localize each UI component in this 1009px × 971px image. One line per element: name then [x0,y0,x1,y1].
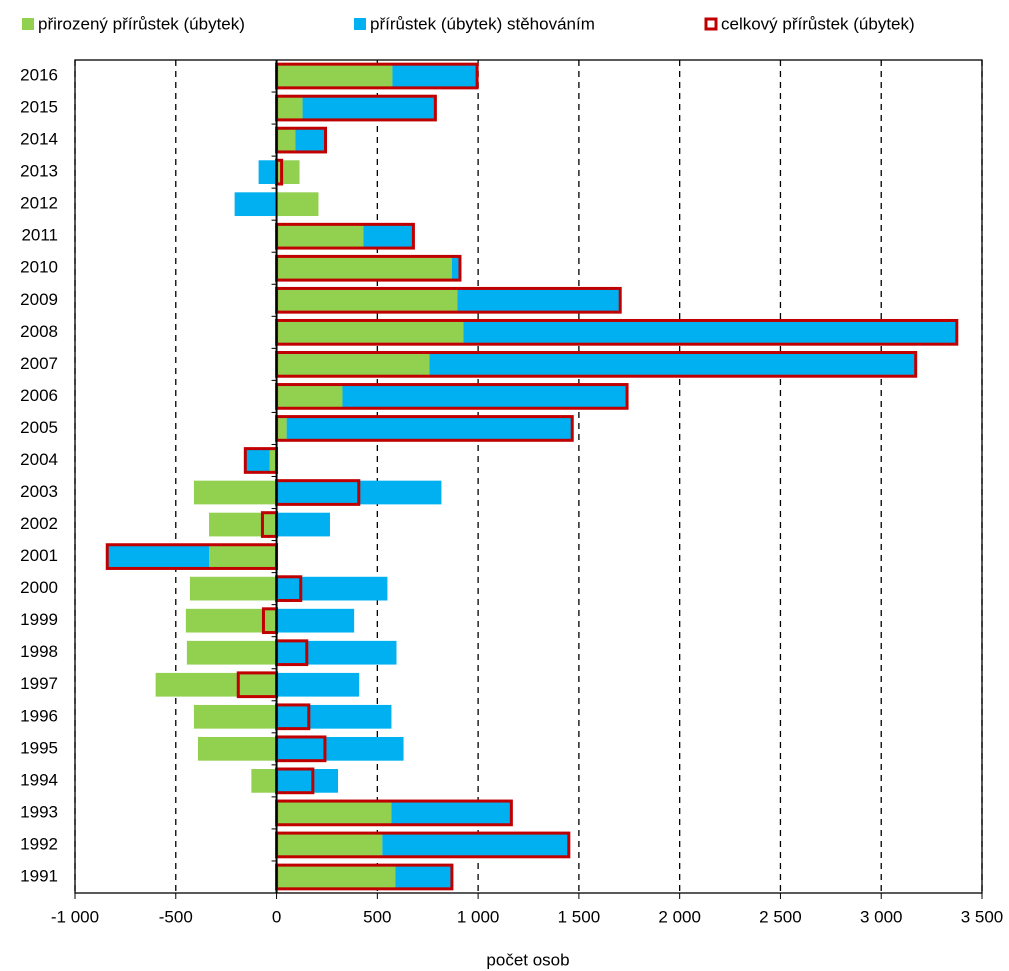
y-tick-label: 1999 [20,610,58,629]
y-tick-label: 2013 [20,162,58,181]
bar [276,801,392,825]
x-tick-label: 0 [272,907,281,926]
bar [276,224,364,249]
bar [392,64,478,88]
y-tick-label: 1994 [20,770,58,789]
bar [286,416,573,441]
y-tick-label: 2003 [20,482,58,501]
bar [276,736,404,761]
y-tick-label: 2006 [20,386,58,405]
legend-label: přírůstek (úbytek) stěhováním [370,14,595,33]
y-tick-label: 2016 [20,66,58,85]
y-tick-label: 1998 [20,642,58,661]
bar [276,320,464,345]
x-tick-label: 500 [363,907,391,926]
bar [451,256,460,281]
y-tick-label: 2014 [20,130,58,149]
x-tick-label: 1 000 [457,907,500,926]
bar [363,224,414,249]
bar [107,544,210,569]
bar [276,640,397,665]
bar [209,512,277,537]
legend-label: přirozený přírůstek (úbytek) [38,14,245,33]
y-tick-label: 1991 [20,866,58,885]
legend-swatch [354,18,366,30]
y-tick-label: 2015 [20,98,58,117]
bar [234,192,277,217]
plot-frame [74,59,983,894]
y-tick-label: 2009 [20,290,58,309]
bar [457,288,621,313]
bar [302,96,436,120]
y-tick-label: 1995 [20,738,58,757]
y-tick-label: 2007 [20,354,58,373]
legend-swatch [22,18,34,30]
y-tick-label: 2011 [21,226,58,245]
bar [276,769,339,793]
bar [463,320,957,345]
y-tick-label: 2004 [20,450,58,469]
bar [276,384,343,409]
y-tick-label: 1996 [20,706,58,725]
bar [276,704,392,729]
bar [185,608,277,633]
bar [382,833,569,857]
bar [209,544,277,569]
bar [429,352,916,377]
bar [276,512,330,537]
bar [276,288,458,313]
x-tick-label: -1 000 [51,907,99,926]
bar [186,640,277,665]
x-tick-label: 1 500 [558,907,601,926]
bar [276,576,388,601]
y-tick-label: 2012 [20,194,58,213]
y-tick-label: 2008 [20,322,58,341]
bar [276,608,355,633]
legend-label: celkový přírůstek (úbytek) [721,14,915,33]
x-tick-label: 2 000 [658,907,701,926]
y-tick-label: 2002 [20,514,58,533]
bar [189,576,277,601]
bar [251,769,277,793]
y-tick-label: 2005 [20,418,58,437]
bar [258,160,277,184]
x-tick-label: 3 000 [860,907,903,926]
bar [276,865,396,889]
bar [276,352,430,377]
x-axis-label: počet osob [486,950,569,969]
x-tick-label: -500 [159,907,193,926]
bar [197,736,277,761]
y-tick-label: 1993 [20,802,58,821]
y-tick-label: 2001 [20,546,58,565]
bar [276,416,287,441]
x-tick-label: 2 500 [759,907,802,926]
bar [276,128,296,152]
bar [276,192,319,217]
bar [276,833,383,857]
y-tick-label: 1997 [20,674,58,693]
bar [276,64,393,88]
bar [276,256,452,281]
bar [276,160,300,184]
bar [391,801,512,825]
bar [193,480,277,505]
x-tick-label: 3 500 [961,907,1004,926]
y-tick-label: 1992 [20,834,58,853]
y-tick-label: 2010 [20,258,58,277]
legend-swatch [704,17,718,31]
bar [276,672,360,697]
bar [245,448,270,473]
bar [155,672,277,697]
bar [269,448,277,473]
bar [276,96,303,120]
bar [193,704,277,729]
bar [295,128,326,152]
bar [395,865,452,889]
bar [342,384,628,409]
y-tick-label: 2000 [20,578,58,597]
